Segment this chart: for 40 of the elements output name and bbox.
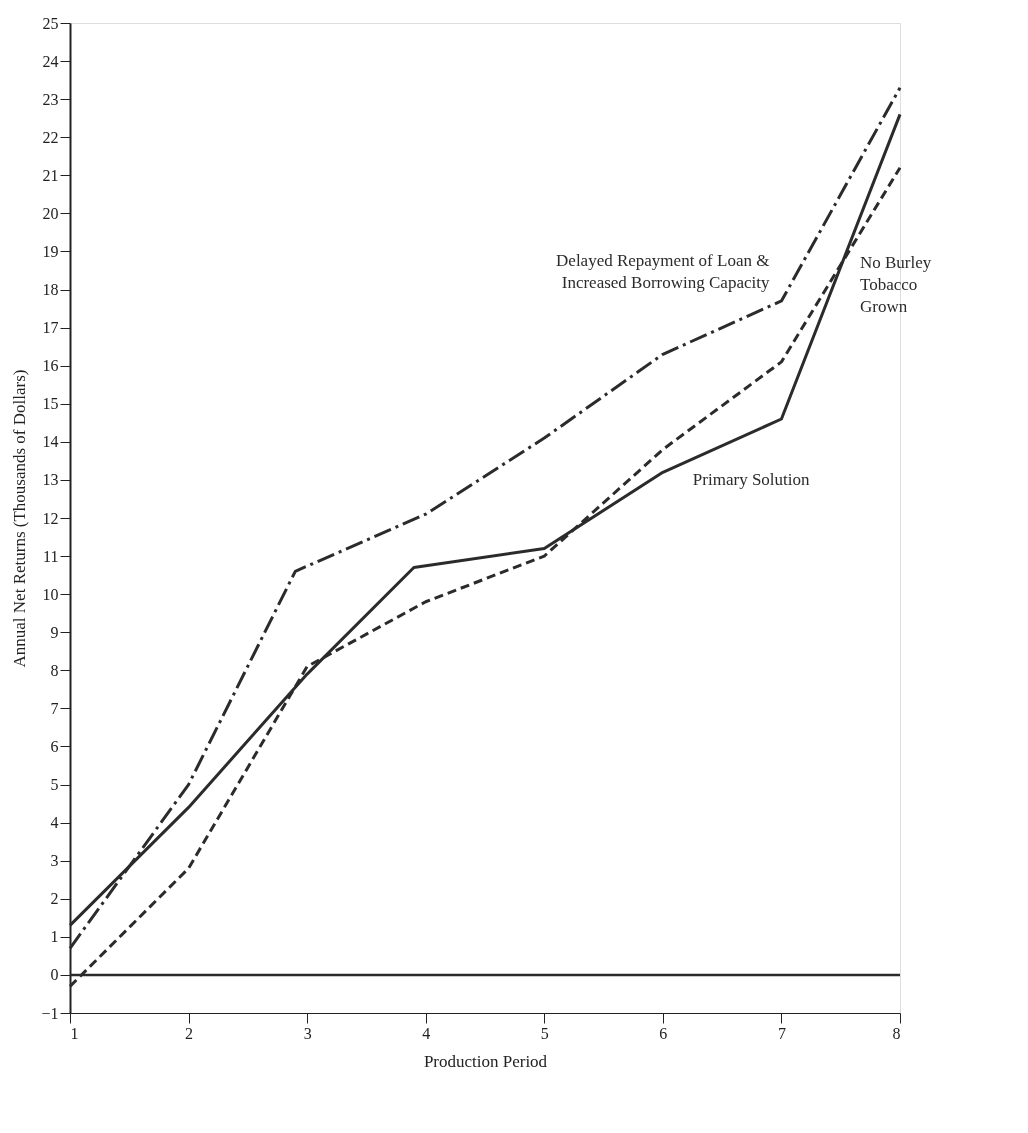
- y-tick-label: 9: [50, 623, 59, 641]
- series-label: Delayed Repayment of Loan & Increased Borrowing Capacity: [556, 250, 770, 292]
- y-tick-label: −1: [41, 1004, 59, 1022]
- y-tick-label: 23: [42, 90, 59, 108]
- y-tick-label: 16: [42, 357, 59, 375]
- x-axis-title: Production Period: [423, 1051, 548, 1071]
- x-tick-label: 3: [303, 1024, 312, 1042]
- x-tick-label: 1: [70, 1024, 79, 1042]
- y-tick-label: 5: [50, 776, 59, 794]
- y-tick-label: 6: [50, 737, 59, 755]
- y-tick-label: 22: [42, 128, 59, 146]
- y-tick-label: 11: [43, 547, 59, 565]
- y-tick-label: 21: [42, 166, 59, 184]
- y-tick-label: 17: [42, 319, 59, 337]
- x-tick-label: 8: [892, 1024, 901, 1042]
- y-tick-label: 13: [42, 471, 59, 489]
- y-tick-label: 10: [42, 585, 59, 603]
- y-axis-title: Annual Net Returns (Thousands of Dollars): [10, 369, 30, 668]
- x-tick-label: 4: [422, 1024, 431, 1042]
- x-tick-label: 2: [185, 1024, 194, 1042]
- y-tick-label: 0: [50, 966, 59, 984]
- y-tick-label: 24: [42, 52, 59, 70]
- x-tick-label: 5: [540, 1024, 549, 1042]
- y-tick-label: 18: [42, 281, 59, 299]
- y-tick-label: 20: [42, 204, 59, 222]
- y-tick-label: 19: [42, 242, 59, 260]
- y-tick-label: 3: [50, 852, 59, 870]
- y-tick-label: 8: [50, 661, 59, 679]
- y-tick-label: 15: [42, 395, 59, 413]
- x-tick-label: 7: [777, 1024, 786, 1042]
- series-label: Primary Solution: [692, 470, 810, 490]
- series-label: No Burley Tobacco Grown: [860, 252, 932, 316]
- y-tick-label: 7: [50, 699, 59, 717]
- y-tick-label: 2: [50, 890, 59, 908]
- y-tick-label: 4: [50, 814, 59, 832]
- y-tick-label: 1: [50, 928, 59, 946]
- x-tick-label: 6: [659, 1024, 668, 1042]
- y-tick-label: 12: [42, 509, 59, 527]
- y-tick-label: 25: [42, 14, 59, 32]
- y-tick-label: 14: [42, 433, 59, 451]
